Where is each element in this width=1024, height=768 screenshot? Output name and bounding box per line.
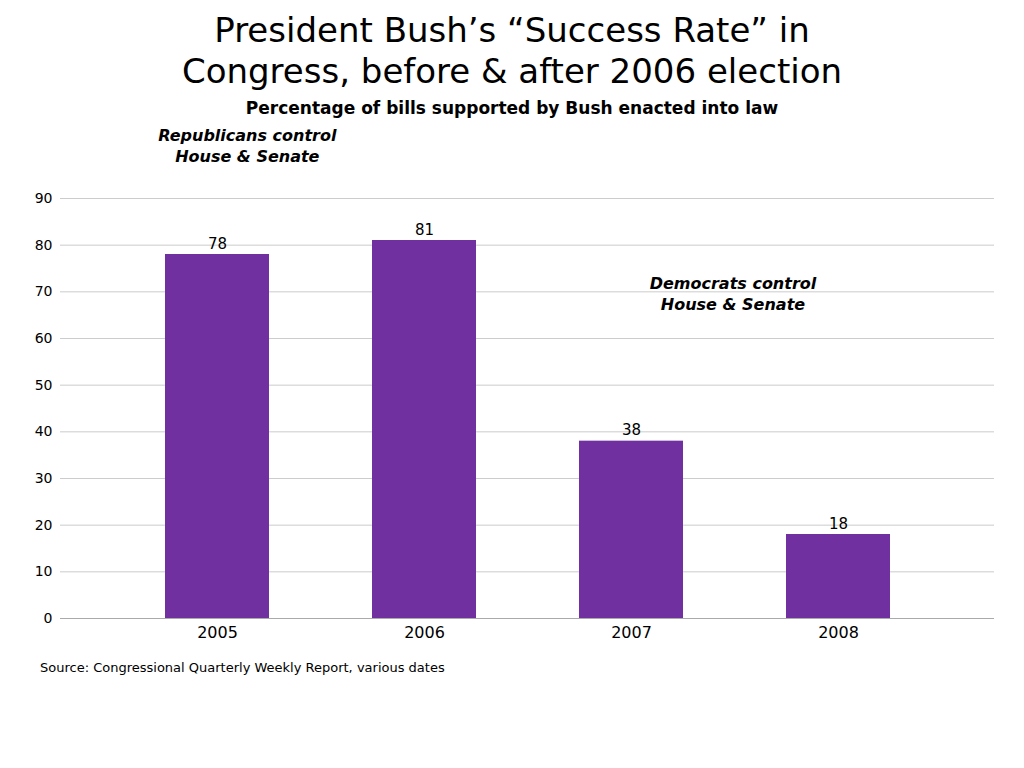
- svg-text:90: 90: [35, 190, 53, 206]
- svg-text:40: 40: [35, 423, 53, 439]
- svg-text:Republicans controlHouse & Sen: Republicans controlHouse & Senate: [158, 126, 337, 166]
- svg-text:2008: 2008: [818, 622, 859, 641]
- svg-text:18: 18: [829, 514, 848, 532]
- html-text:Source: Congressional Quarterl: Source: Congressional Quarterly Weekly R…: [40, 659, 445, 675]
- html-text:Percentage of bills supported: Percentage of bills supported by Bush en…: [245, 97, 779, 118]
- html-text:President Bush’s “Success Rate: President Bush’s “Success Rate” in Congr…: [181, 10, 842, 91]
- svg-text:60: 60: [35, 330, 53, 346]
- svg-text:2007: 2007: [611, 622, 652, 641]
- svg-text:10: 10: [35, 563, 53, 579]
- svg-text:20: 20: [35, 516, 53, 532]
- svg-text:70: 70: [35, 283, 53, 299]
- svg-text:81: 81: [415, 220, 434, 238]
- svg-text:50: 50: [35, 376, 53, 392]
- svg-text:38: 38: [622, 421, 641, 439]
- svg-text:2006: 2006: [404, 622, 445, 641]
- svg-text:Democrats controlHouse & Senat: Democrats controlHouse & Senate: [650, 273, 817, 313]
- svg-text:30: 30: [35, 470, 53, 486]
- svg-text:0: 0: [44, 610, 53, 626]
- svg-text:78: 78: [208, 234, 227, 252]
- svg-text:2005: 2005: [197, 622, 238, 641]
- svg-text:80: 80: [35, 236, 53, 252]
